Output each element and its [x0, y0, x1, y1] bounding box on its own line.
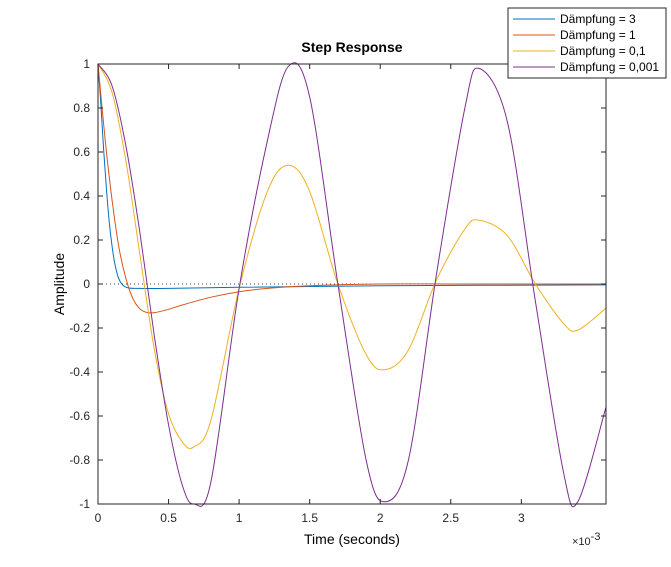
y-axis-label: Amplitude [51, 253, 67, 315]
series-layer [97, 62, 607, 508]
y-tick-label: -0.6 [69, 409, 90, 423]
series-line-2 [97, 63, 606, 314]
x-tick-label: 2 [377, 511, 384, 525]
x-exponent-base: ×10 [572, 536, 591, 548]
x-exponent-power: -3 [591, 531, 601, 543]
x-tick-label: 1.5 [301, 511, 318, 525]
chart-title: Step Response [301, 39, 402, 55]
legend-label-1: Dämpfung = 3 [560, 12, 636, 26]
y-ticks: -1 -0.8 -0.6 -0.4 -0.2 0 0.2 0.4 0.6 0.8 1 [69, 57, 606, 511]
series-line-1 [97, 63, 607, 290]
x-exponent-label: ×10-3 [572, 531, 600, 548]
x-tick-label: 0 [95, 511, 102, 525]
x-tick-label: 0.5 [160, 511, 177, 525]
y-tick-label: -0.8 [69, 453, 90, 467]
x-tick-label: 1 [236, 511, 243, 525]
x-tick-label: 3 [518, 511, 525, 525]
y-tick-label: 0.2 [73, 233, 90, 247]
series-line-3 [97, 63, 607, 449]
legend[interactable]: Dämpfung = 3 Dämpfung = 1 Dämpfung = 0,1 Dä… [507, 7, 667, 79]
y-tick-label: 0 [83, 277, 90, 291]
y-tick-label: -0.2 [69, 321, 90, 335]
legend-label-3: Dämpfung = 0,1 [560, 44, 646, 58]
legend-label-4: Dämpfung = 0,001 [560, 60, 659, 74]
legend-box [507, 7, 667, 79]
y-tick-label: 0.4 [73, 189, 90, 203]
x-ticks: 0 0.5 1 1.5 2 2.5 3 [95, 64, 525, 525]
x-tick-label: 2.5 [442, 511, 459, 525]
y-tick-label: -1 [79, 497, 90, 511]
y-tick-label: 0.8 [73, 101, 90, 115]
legend-label-2: Dämpfung = 1 [560, 28, 636, 42]
x-axis-label: Time (seconds) [304, 531, 400, 547]
y-tick-label: 1 [83, 57, 90, 71]
y-tick-label: 0.6 [73, 145, 90, 159]
series-line-4 [97, 62, 607, 508]
y-tick-label: -0.4 [69, 365, 90, 379]
